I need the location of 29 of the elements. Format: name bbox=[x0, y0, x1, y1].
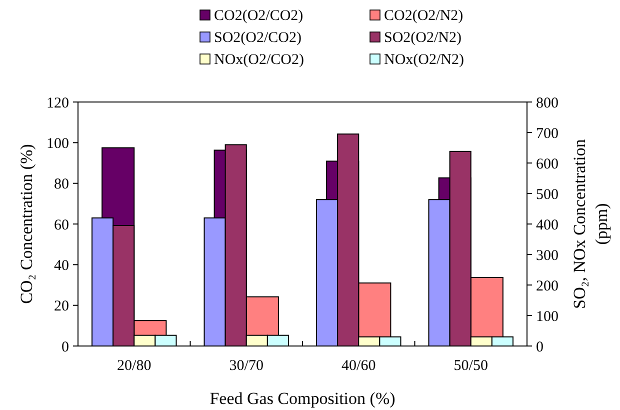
y2-tick-label: 200 bbox=[536, 278, 558, 294]
x-tick-label: 50/50 bbox=[454, 358, 488, 374]
y2-axis-title: SO₂, NOx Concentration (ppm) bbox=[570, 138, 611, 309]
x-tick-label: 30/70 bbox=[229, 358, 264, 374]
y2-tick-label: 800 bbox=[536, 95, 558, 112]
y2-tick-label: 500 bbox=[536, 186, 558, 203]
y-tick-label: 60 bbox=[54, 217, 69, 234]
legend-label: CO2(O2/N2) bbox=[384, 8, 464, 24]
legend-label: CO2(O2/CO2) bbox=[214, 8, 304, 24]
legend-label: SO2(O2/N2) bbox=[384, 30, 462, 46]
y-tick-label: 80 bbox=[54, 176, 69, 193]
legend-label: NOx(O2/CO2) bbox=[214, 52, 304, 68]
legend-label: SO2(O2/CO2) bbox=[214, 30, 302, 46]
x-axis-title: Feed Gas Composition (%) bbox=[210, 389, 396, 408]
y2-tick-label: 700 bbox=[536, 126, 558, 142]
y2-tick-label: 100 bbox=[536, 308, 558, 325]
y-tick-label: 40 bbox=[54, 258, 69, 274]
y-tick-label: 100 bbox=[46, 136, 69, 152]
y2-tick-label: 0 bbox=[536, 339, 544, 356]
y-axis-title: CO₂ Concentration (%) bbox=[17, 144, 36, 304]
y-tick-label: 120 bbox=[46, 95, 69, 112]
y2-tick-label: 600 bbox=[536, 156, 558, 172]
legend-label: NOx(O2/N2) bbox=[384, 52, 464, 68]
y-tick-label: 0 bbox=[62, 339, 69, 356]
y2-tick-label: 400 bbox=[536, 217, 558, 234]
y-tick-label: 20 bbox=[54, 298, 69, 315]
y2-tick-label: 300 bbox=[536, 248, 558, 264]
x-tick-label: 20/80 bbox=[117, 358, 152, 374]
x-tick-label: 40/60 bbox=[342, 358, 376, 374]
